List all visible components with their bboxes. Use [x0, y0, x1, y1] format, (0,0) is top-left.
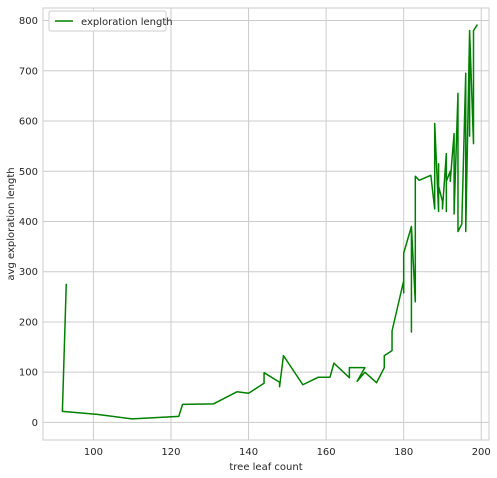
x-axis-title: tree leaf count [229, 462, 302, 473]
y-tick-label: 200 [19, 317, 38, 328]
x-tick-labels: 100 120 140 160 180 200 [84, 447, 491, 458]
y-tick-label: 500 [19, 167, 38, 178]
x-tick-label: 200 [472, 447, 491, 458]
x-tick-label: 140 [239, 447, 258, 458]
series-layer [61, 24, 479, 420]
legend-label: exploration length [81, 17, 173, 28]
x-tick-label: 160 [317, 447, 336, 458]
y-tick-labels: 0 100 200 300 400 500 600 700 800 [19, 16, 38, 429]
legend-box [48, 10, 167, 32]
x-tick-label: 180 [394, 447, 413, 458]
y-tick-label: 600 [19, 117, 38, 128]
y-axis-title: avg exploration length [6, 167, 17, 280]
x-tick-label: 120 [161, 447, 180, 458]
y-tick-label: 300 [19, 267, 38, 278]
y-tick-label: 700 [19, 66, 38, 77]
y-tick-label: 0 [32, 418, 38, 429]
x-tick-label: 100 [84, 447, 103, 458]
y-tick-label: 800 [19, 16, 38, 27]
plot-area [42, 7, 490, 441]
x-gridlines [92, 8, 482, 440]
y-tick-label: 400 [19, 217, 38, 228]
legend: exploration length [48, 10, 173, 32]
y-tick-label: 100 [19, 368, 38, 379]
series-line-exploration-length [61, 24, 479, 420]
